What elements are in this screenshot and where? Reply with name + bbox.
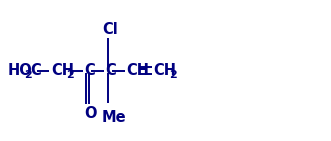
- Text: 2: 2: [24, 70, 32, 80]
- Text: HO: HO: [8, 63, 33, 78]
- Text: Me: Me: [102, 110, 126, 125]
- Text: CH: CH: [51, 63, 74, 78]
- Text: CH: CH: [154, 63, 177, 78]
- Text: Cl: Cl: [102, 22, 118, 37]
- Text: 2: 2: [66, 70, 74, 80]
- Text: C: C: [30, 63, 41, 78]
- Text: O: O: [84, 106, 97, 121]
- Text: C: C: [84, 63, 95, 78]
- Text: CH: CH: [126, 63, 149, 78]
- Text: C: C: [105, 63, 116, 78]
- Text: 2: 2: [169, 70, 176, 80]
